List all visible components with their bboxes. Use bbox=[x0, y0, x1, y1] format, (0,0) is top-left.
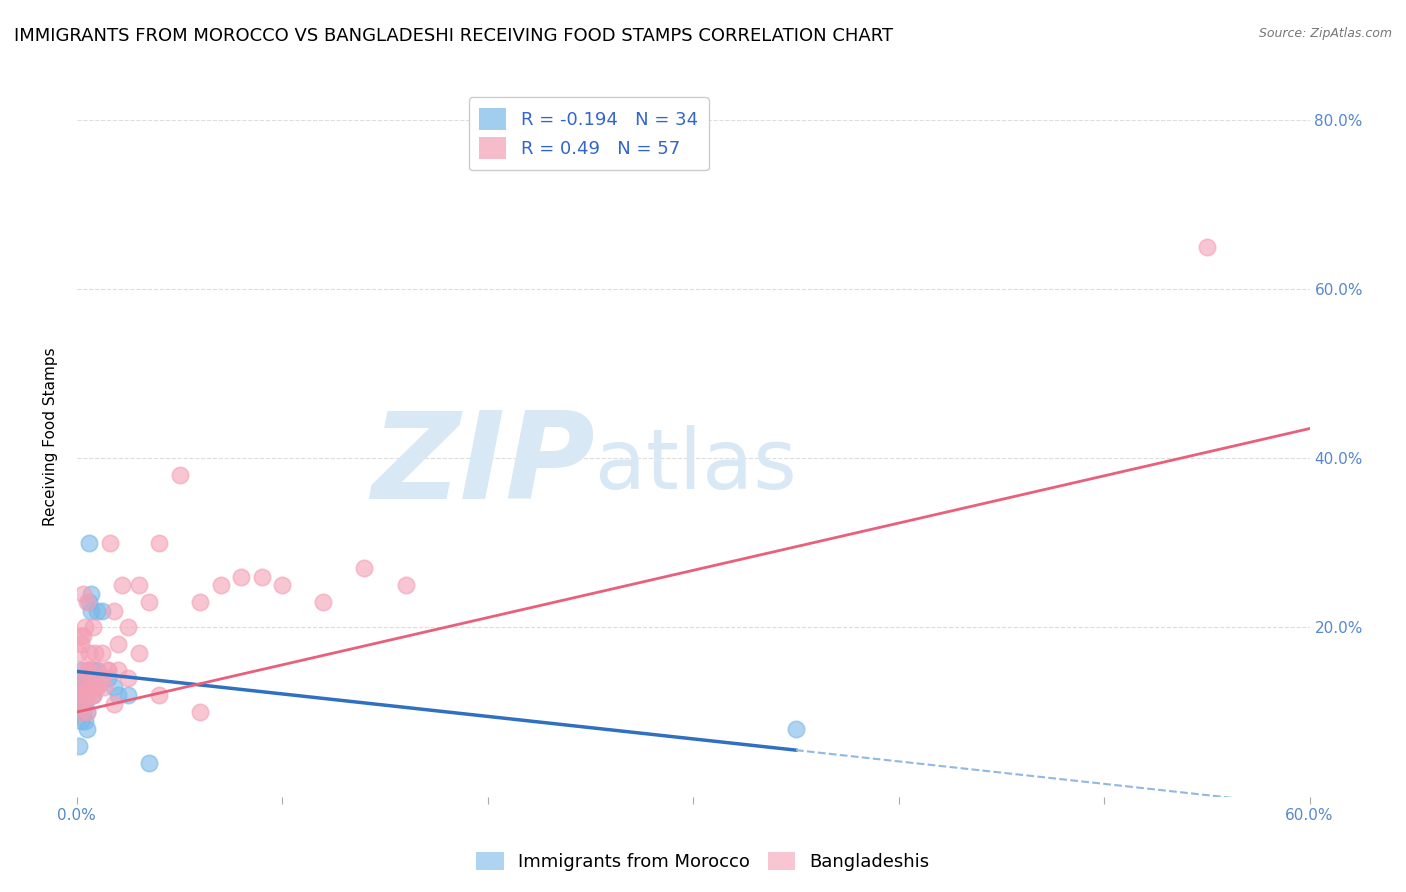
Text: Source: ZipAtlas.com: Source: ZipAtlas.com bbox=[1258, 27, 1392, 40]
Y-axis label: Receiving Food Stamps: Receiving Food Stamps bbox=[44, 348, 58, 526]
Point bbox=[80, 680, 103, 694]
Text: atlas: atlas bbox=[595, 425, 796, 507]
Point bbox=[312, 595, 335, 609]
Point bbox=[82, 688, 104, 702]
Point bbox=[72, 671, 94, 685]
Point bbox=[169, 468, 191, 483]
Point bbox=[75, 688, 97, 702]
Point bbox=[84, 646, 107, 660]
Point bbox=[77, 595, 100, 609]
Point bbox=[76, 595, 98, 609]
Point bbox=[86, 603, 108, 617]
Point bbox=[84, 680, 107, 694]
Point bbox=[250, 569, 273, 583]
Point bbox=[128, 646, 150, 660]
Point bbox=[70, 629, 93, 643]
Point bbox=[76, 705, 98, 719]
Point bbox=[188, 705, 211, 719]
Point bbox=[70, 697, 93, 711]
Point bbox=[98, 536, 121, 550]
Point bbox=[231, 569, 253, 583]
Point bbox=[86, 663, 108, 677]
Point bbox=[72, 586, 94, 600]
Point bbox=[97, 663, 120, 677]
Point bbox=[138, 756, 160, 770]
Point bbox=[97, 671, 120, 685]
Point bbox=[70, 705, 93, 719]
Point bbox=[117, 620, 139, 634]
Point bbox=[76, 680, 98, 694]
Point bbox=[128, 578, 150, 592]
Point bbox=[148, 536, 170, 550]
Point bbox=[785, 722, 807, 736]
Point bbox=[76, 705, 98, 719]
Point bbox=[76, 688, 98, 702]
Point bbox=[107, 637, 129, 651]
Point bbox=[188, 595, 211, 609]
Legend: R = -0.194   N = 34, R = 0.49   N = 57: R = -0.194 N = 34, R = 0.49 N = 57 bbox=[468, 97, 709, 170]
Point bbox=[80, 586, 103, 600]
Point bbox=[75, 714, 97, 728]
Point bbox=[111, 578, 134, 592]
Point bbox=[90, 646, 112, 660]
Text: IMMIGRANTS FROM MOROCCO VS BANGLADESHI RECEIVING FOOD STAMPS CORRELATION CHART: IMMIGRANTS FROM MOROCCO VS BANGLADESHI R… bbox=[14, 27, 893, 45]
Point bbox=[271, 578, 294, 592]
Point bbox=[77, 536, 100, 550]
Point bbox=[77, 680, 100, 694]
Point bbox=[90, 671, 112, 685]
Point bbox=[76, 663, 98, 677]
Point bbox=[72, 680, 94, 694]
Point bbox=[80, 603, 103, 617]
Point bbox=[70, 714, 93, 728]
Point bbox=[103, 603, 125, 617]
Point bbox=[67, 671, 90, 685]
Point bbox=[82, 620, 104, 634]
Point bbox=[93, 680, 115, 694]
Point bbox=[67, 739, 90, 753]
Point bbox=[72, 705, 94, 719]
Point bbox=[70, 688, 93, 702]
Text: ZIP: ZIP bbox=[371, 408, 595, 524]
Point bbox=[67, 646, 90, 660]
Point bbox=[117, 671, 139, 685]
Point bbox=[103, 680, 125, 694]
Point bbox=[72, 688, 94, 702]
Point bbox=[148, 688, 170, 702]
Point bbox=[70, 671, 93, 685]
Point bbox=[82, 688, 104, 702]
Point bbox=[117, 688, 139, 702]
Point bbox=[67, 680, 90, 694]
Point bbox=[75, 620, 97, 634]
Point bbox=[353, 561, 375, 575]
Point bbox=[77, 646, 100, 660]
Legend: Immigrants from Morocco, Bangladeshis: Immigrants from Morocco, Bangladeshis bbox=[470, 845, 936, 879]
Point bbox=[90, 603, 112, 617]
Point bbox=[76, 722, 98, 736]
Point bbox=[70, 663, 93, 677]
Point bbox=[72, 629, 94, 643]
Point bbox=[75, 697, 97, 711]
Point bbox=[75, 680, 97, 694]
Point bbox=[107, 663, 129, 677]
Point bbox=[107, 688, 129, 702]
Point bbox=[82, 663, 104, 677]
Point bbox=[86, 680, 108, 694]
Point bbox=[67, 688, 90, 702]
Point bbox=[67, 705, 90, 719]
Point bbox=[86, 680, 108, 694]
Point bbox=[86, 663, 108, 677]
Point bbox=[77, 663, 100, 677]
Point bbox=[82, 688, 104, 702]
Point bbox=[209, 578, 232, 592]
Point bbox=[103, 697, 125, 711]
Point bbox=[72, 697, 94, 711]
Point bbox=[394, 578, 416, 592]
Point bbox=[72, 697, 94, 711]
Point bbox=[70, 637, 93, 651]
Point bbox=[72, 663, 94, 677]
Point bbox=[97, 663, 120, 677]
Point bbox=[138, 595, 160, 609]
Point bbox=[1195, 240, 1218, 254]
